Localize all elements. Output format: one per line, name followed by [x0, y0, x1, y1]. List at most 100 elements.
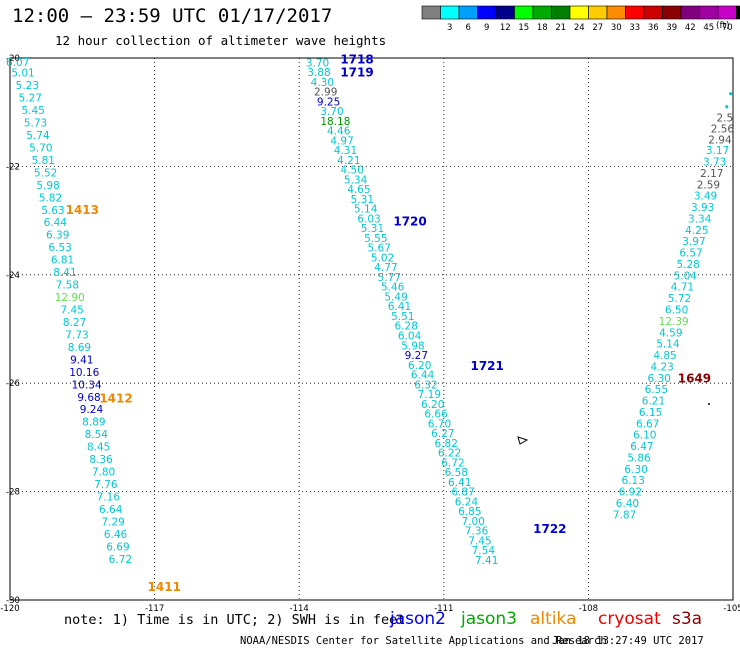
wave-height-value: 6.40 [616, 498, 639, 510]
wave-height-value: 4.31 [334, 145, 357, 157]
satellite-jason2: jason2 [390, 609, 446, 629]
wave-height-value: 5.55 [364, 233, 387, 245]
satellite-s3a: s3a [672, 609, 703, 629]
wave-height-value: 6.92 [619, 487, 642, 499]
pass-label: 1411 [148, 580, 181, 594]
wave-height-value: 6.24 [455, 496, 479, 508]
wave-height-value: 10.16 [69, 367, 99, 379]
wave-height-value: 5.27 [19, 93, 42, 105]
wave-height-value: 5.77 [378, 272, 401, 284]
wave-height-value: 5.98 [401, 340, 424, 352]
wave-height-value: 6.32 [414, 379, 437, 391]
satellite-cryosat: cryosat [598, 609, 661, 629]
wave-height-value: 5.01 [11, 68, 34, 80]
lon-tick-label: -117 [145, 604, 164, 614]
map-frame [9, 57, 734, 601]
wave-height-value: 6.85 [458, 506, 481, 518]
wave-height-value: 5.63 [41, 205, 64, 217]
wave-height-value: 6.21 [642, 396, 665, 408]
wave-height-value: 3.70 [306, 57, 329, 69]
wave-height-value: 6.03 [357, 213, 380, 225]
wave-height-value: 6.57 [679, 248, 702, 260]
wave-height-value: 12.39 [659, 316, 689, 328]
wave-height-value: 7.80 [92, 467, 115, 479]
wave-height-value: 3.97 [682, 236, 705, 248]
legend-label: 36 [648, 23, 659, 33]
wave-height-value: 8.69 [68, 342, 91, 354]
wave-height-value: 7.16 [97, 491, 121, 503]
lat-tick-label: -22 [6, 162, 20, 172]
wave-height-value: 5.98 [36, 180, 59, 192]
wave-height-value: 3.49 [694, 191, 717, 203]
legend-label: 27 [592, 23, 603, 33]
wave-height-value: 6.30 [648, 373, 671, 385]
map-title: 12:00 – 23:59 UTC 01/17/2017 [12, 5, 333, 27]
wave-height-value: 5.86 [627, 452, 651, 464]
pass-label: 1718 [340, 53, 373, 67]
legend-label: 42 [685, 23, 696, 33]
wave-height-value: 5.14 [354, 204, 378, 216]
legend-label: 24 [574, 23, 585, 33]
wave-height-value: 3.93 [691, 202, 714, 214]
wave-height-value: 4.97 [330, 135, 353, 147]
wave-height-value: 6.27 [431, 428, 454, 440]
wave-height-value: 5.49 [384, 291, 407, 303]
wave-height-value: 6.30 [624, 464, 647, 476]
wave-height-value: 5.52 [34, 167, 57, 179]
wave-height-value: 6.15 [639, 407, 662, 419]
lon-tick-label: -111 [434, 604, 453, 614]
wave-height-value: 6.10 [633, 430, 656, 442]
wave-height-value: 6.41 [388, 301, 411, 313]
wave-height-value: 5.51 [391, 311, 414, 323]
wave-height-value: 9.41 [70, 354, 93, 366]
wave-height-value: 2.59 [697, 179, 720, 191]
wave-height-value: 7.58 [56, 280, 79, 292]
wave-height-value: 6.44 [411, 370, 435, 382]
wave-height-value: 7.41 [475, 555, 498, 567]
wave-height-value: 6.46 [104, 529, 128, 541]
wave-height-value: 8.89 [82, 417, 105, 429]
lat-tick-label: -24 [6, 271, 20, 281]
map-subtitle: 12 hour collection of altimeter wave hei… [55, 33, 387, 48]
wave-height-value: 4.21 [337, 155, 360, 167]
lon-tick-label: -120 [0, 604, 19, 614]
wave-height-value: 6.55 [645, 384, 668, 396]
wave-height-value: 5.31 [351, 194, 374, 206]
wave-height-value: 6.28 [395, 321, 418, 333]
wave-height-value: 5.81 [32, 155, 55, 167]
wave-height-mark [728, 92, 733, 96]
wave-height-value: 18.18 [320, 116, 350, 128]
footer-timestamp: Jan 18 13:27:49 UTC 2017 [552, 635, 704, 647]
island-dot [708, 403, 710, 405]
wave-height-value: 9.68 [77, 392, 100, 404]
wave-height-value: 6.72 [441, 457, 464, 469]
legend-swatch [736, 5, 740, 20]
wave-height-value: 4.59 [659, 327, 682, 339]
wave-height-value: 6.72 [109, 554, 132, 566]
wave-height-value: 6.82 [435, 438, 458, 450]
wave-height-value: 6.22 [438, 448, 461, 460]
pass-label: 1649 [678, 371, 711, 385]
wave-height-value: 5.74 [26, 130, 50, 142]
wave-height-value: 2.99 [314, 87, 337, 99]
wave-height-value: 5.67 [368, 243, 391, 255]
wave-height-mark [725, 105, 729, 109]
1720-track: 3.703.884.302.999.253.7018.184.464.974.3… [306, 57, 432, 371]
legend-label: 39 [666, 23, 677, 33]
island-shape [517, 436, 529, 445]
wave-height-value: 4.46 [327, 126, 351, 138]
wave-height-value: 7.19 [418, 389, 441, 401]
satellite-altika: altika [530, 609, 577, 629]
pass-label: 1719 [340, 66, 373, 80]
legend-label: 18 [537, 23, 548, 33]
pass-label: 1720 [393, 215, 426, 229]
wave-height-value: 4.65 [347, 184, 370, 196]
wave-height-value: 6.69 [106, 541, 129, 553]
wave-height-value: 8.41 [53, 267, 76, 279]
wave-height-value: 12.90 [55, 292, 85, 304]
wave-height-value: 6.04 [398, 331, 422, 343]
lat-tick-label: -30 [6, 596, 20, 606]
wave-height-value: 8.27 [63, 317, 86, 329]
wave-height-value: 7.45 [60, 304, 83, 316]
wave-height-value: 9.25 [317, 96, 340, 108]
